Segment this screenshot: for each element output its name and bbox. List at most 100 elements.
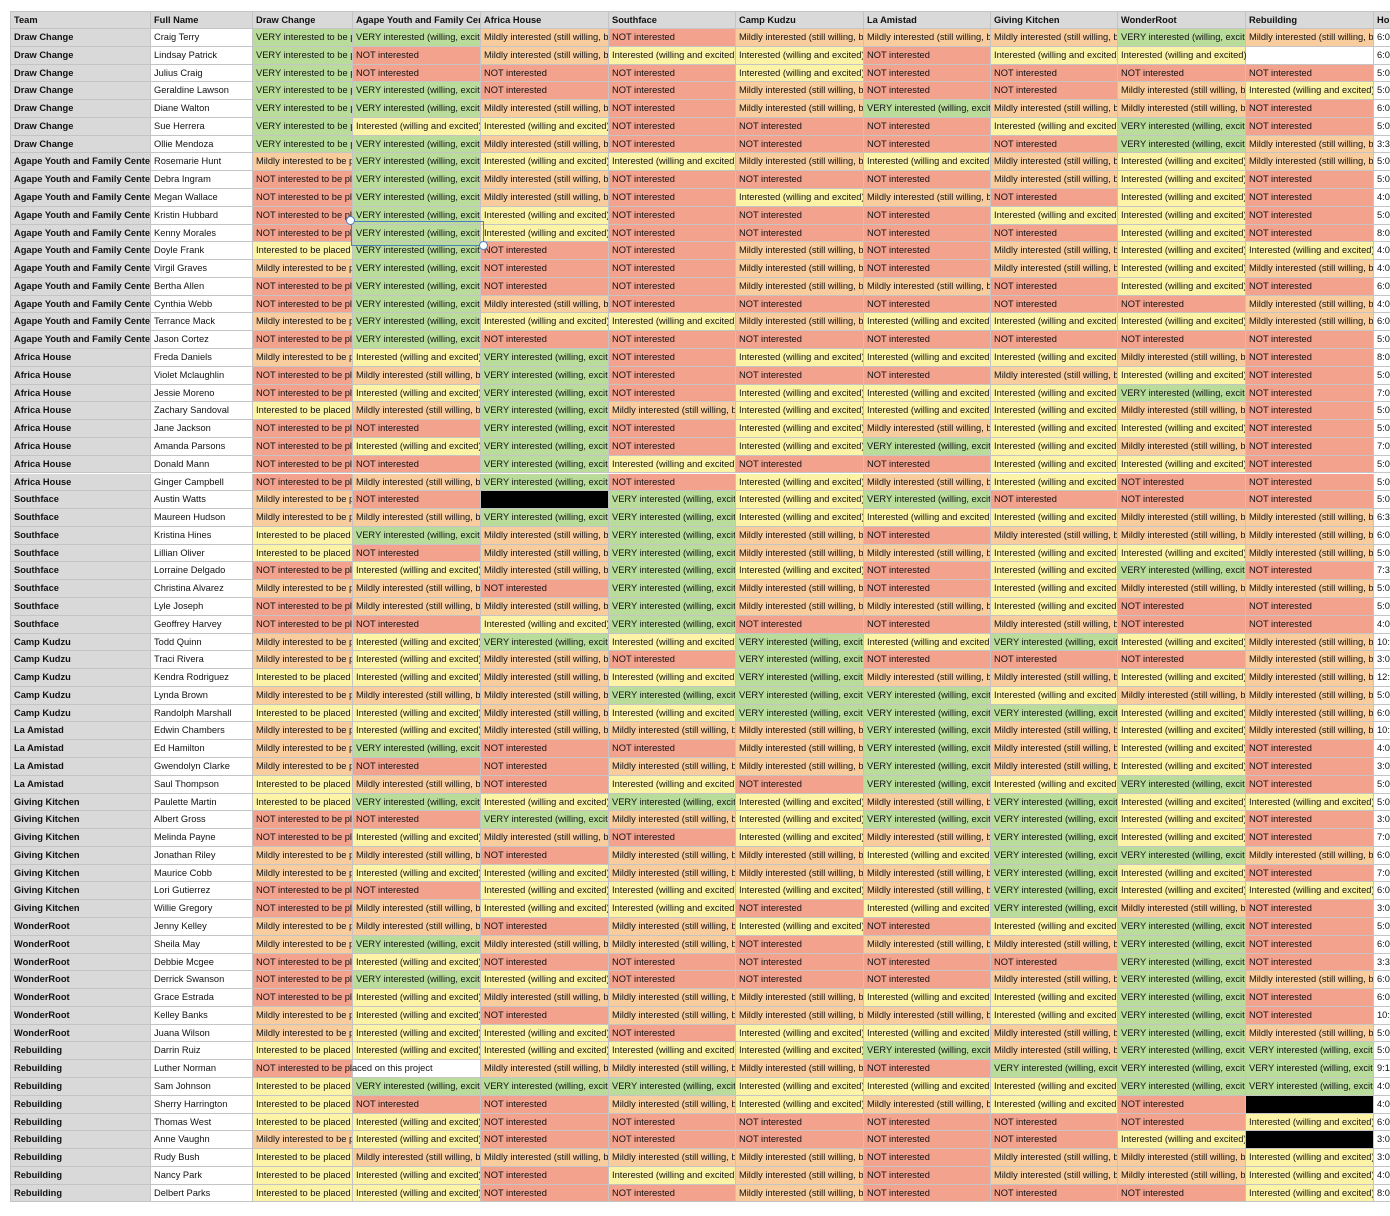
hours-cell: 6:0	[1374, 705, 1390, 723]
name-cell: Bertha Allen	[151, 277, 253, 296]
interest-cell: Interested (willing and excited)	[864, 1078, 991, 1096]
interest-cell: NOT interested	[1118, 331, 1246, 350]
interest-cell: VERY interested (willing, excited)	[609, 509, 736, 527]
interest-cell: Interested (willing and excited)	[353, 1024, 481, 1043]
interest-cell: VERY interested (willing, excited)	[609, 597, 736, 616]
interest-cell: VERY interested to be placed on this pro…	[253, 29, 353, 47]
interest-cell: Mildly interested (still willing, but no…	[1246, 295, 1374, 314]
interest-cell: VERY interested (willing, excited)	[481, 1078, 609, 1096]
interest-cell: VERY interested (willing, excited)	[481, 473, 609, 492]
interest-cell: Interested (willing and excited)	[1118, 171, 1246, 189]
interest-cell: Interested to be placed on this project	[253, 793, 353, 812]
interest-cell: Mildly interested (still willing, but no…	[864, 29, 991, 47]
interest-cell: Mildly interested (still willing, but no…	[1246, 260, 1374, 278]
hours-cell: 8:0	[1374, 349, 1390, 367]
interest-cell: VERY interested (willing, excited)	[991, 864, 1118, 883]
interest-cell: VERY interested (willing, excited)	[353, 935, 481, 954]
interest-cell: Interested (willing and excited)	[353, 117, 481, 136]
hours-cell: 3:0	[1374, 900, 1390, 918]
hours-cell: 6:0	[1374, 882, 1390, 901]
team-cell: Agape Youth and Family Center	[10, 295, 151, 314]
name-cell: Sue Herrera	[151, 117, 253, 136]
interest-cell: Interested (willing and excited)	[1118, 153, 1246, 172]
interest-cell: NOT interested	[991, 82, 1118, 101]
name-cell: Maurice Cobb	[151, 864, 253, 883]
interest-cell: NOT interested	[353, 455, 481, 474]
interest-cell: Interested (willing and excited)	[353, 953, 481, 972]
team-cell: WonderRoot	[10, 918, 151, 936]
interest-cell: NOT interested	[864, 615, 991, 634]
interest-cell: Interested (willing and excited)	[609, 882, 736, 901]
interest-cell: NOT interested	[736, 615, 864, 634]
interest-cell: Interested (willing and excited)	[481, 882, 609, 901]
interest-cell: VERY interested (willing, excited)	[1118, 935, 1246, 954]
interest-cell: Mildly interested to be placed on this p…	[253, 260, 353, 278]
interest-cell: Interested (willing and excited)	[864, 509, 991, 527]
interest-cell: NOT interested	[991, 651, 1118, 670]
interest-cell: Mildly interested (still willing, but no…	[1118, 900, 1246, 918]
interest-cell: Mildly interested (still willing, but no…	[1246, 153, 1374, 172]
hours-cell: 5:0	[1374, 776, 1390, 794]
team-cell: Africa House	[10, 455, 151, 474]
interest-cell: Mildly interested (still willing, but no…	[1118, 349, 1246, 367]
interest-cell: VERY interested (willing, excited)	[353, 277, 481, 296]
interest-cell: Interested (willing and excited)	[864, 989, 991, 1007]
hours-cell: 4:0	[1374, 242, 1390, 261]
team-cell: Draw Change	[10, 64, 151, 83]
interest-cell: Interested (willing and excited)	[736, 918, 864, 936]
interest-cell: NOT interested	[864, 1149, 991, 1167]
column-header: Camp Kudzu	[736, 11, 864, 29]
interest-cell: Interested (willing and excited)	[736, 811, 864, 830]
interest-cell: Mildly interested (still willing, but no…	[1118, 509, 1246, 527]
interest-cell: Mildly interested (still willing, but no…	[481, 295, 609, 314]
hours-cell: 6:0	[1374, 278, 1390, 296]
interest-cell: NOT interested	[609, 224, 736, 243]
interest-cell: VERY interested (willing, excited)	[353, 82, 481, 101]
interest-cell: NOT interested	[609, 295, 736, 314]
name-cell: Lynda Brown	[151, 686, 253, 705]
interest-cell: NOT interested to be placed on this proj…	[253, 473, 353, 492]
team-cell: Agape Youth and Family Center	[10, 331, 151, 350]
name-cell: Jonathan Riley	[151, 846, 253, 865]
interest-cell: Interested (willing and excited)	[736, 562, 864, 581]
selection-handle[interactable]	[346, 216, 355, 225]
name-cell: Debra Ingram	[151, 171, 253, 189]
hours-cell: 5:0	[1374, 65, 1390, 83]
interest-cell: Interested (willing and excited)	[609, 1166, 736, 1185]
name-cell: Geoffrey Harvey	[151, 615, 253, 634]
interest-cell: Interested (willing and excited)	[736, 473, 864, 492]
interest-cell: VERY interested (willing, excited)	[609, 1078, 736, 1096]
interest-cell: Mildly interested (still willing, but no…	[736, 82, 864, 101]
name-cell: Lindsay Patrick	[151, 46, 253, 65]
interest-cell: NOT interested	[864, 562, 991, 581]
interest-cell: Interested (willing and excited)	[736, 402, 864, 421]
interest-cell: Mildly interested (still willing, but no…	[864, 935, 991, 954]
hours-cell: 5:0	[1374, 794, 1390, 812]
interest-cell: Mildly interested (still willing, but no…	[609, 402, 736, 421]
interest-cell: VERY interested (willing, excited)	[1118, 775, 1246, 794]
interest-cell: Interested (willing and excited)	[736, 491, 864, 510]
interest-cell: VERY interested (willing, excited)	[864, 775, 991, 794]
interest-cell: Mildly interested (still willing, but no…	[736, 1006, 864, 1025]
interest-cell: VERY interested (willing, excited)	[991, 882, 1118, 901]
interest-cell: VERY interested (willing, excited)	[353, 224, 481, 243]
interest-cell: NOT interested	[353, 64, 481, 83]
interest-cell: Interested (willing and excited)	[1118, 633, 1246, 652]
interest-cell: Mildly interested (still willing, but no…	[481, 597, 609, 616]
selection-handle[interactable]	[479, 241, 488, 250]
interest-cell: NOT interested	[736, 455, 864, 474]
team-cell: Agape Youth and Family Center	[10, 260, 151, 278]
interest-cell: Mildly interested (still willing, but no…	[991, 366, 1118, 385]
hours-cell: 5:0	[1374, 491, 1390, 510]
interest-cell: NOT interested to be placed on this proj…	[253, 437, 353, 456]
interest-cell: VERY interested (willing, excited)	[1118, 971, 1246, 990]
interest-cell: NOT interested	[609, 135, 736, 154]
team-cell: Camp Kudzu	[10, 651, 151, 670]
team-cell: Southface	[10, 509, 151, 527]
column-header: Full Name	[151, 11, 253, 29]
interest-cell: Interested (willing and excited)	[481, 1024, 609, 1043]
team-cell: Southface	[10, 597, 151, 616]
interest-cell: NOT interested	[1246, 437, 1374, 456]
hours-cell: 5:0	[1374, 545, 1390, 563]
interest-cell: Interested (willing and excited)	[481, 864, 609, 883]
